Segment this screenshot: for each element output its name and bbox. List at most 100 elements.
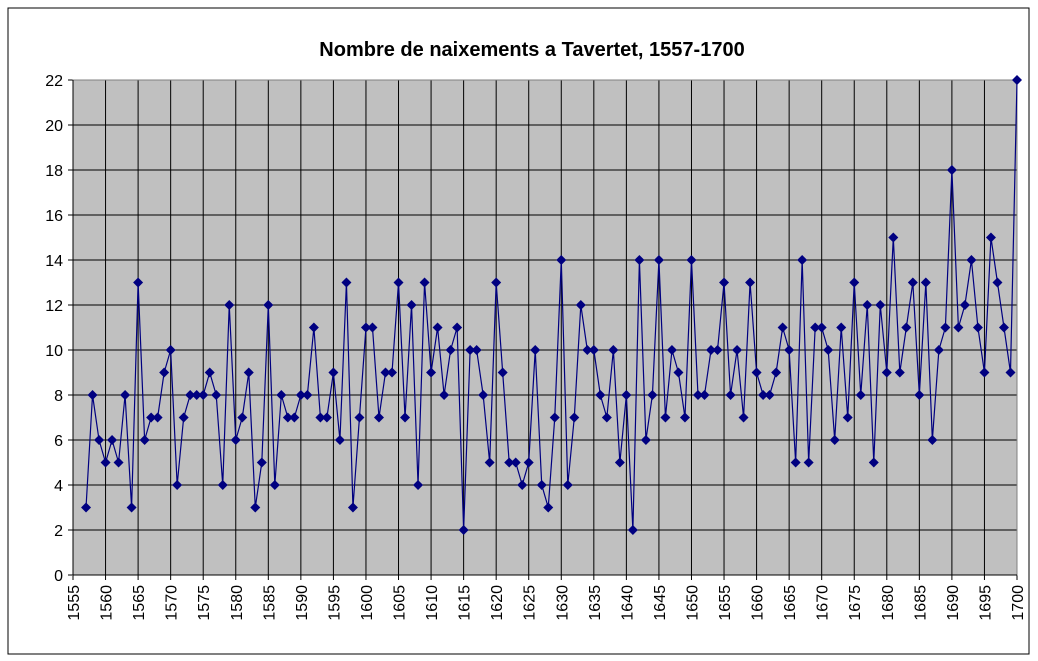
y-tick-label: 0 [54, 568, 63, 585]
point [732, 345, 743, 355]
point [152, 412, 163, 423]
point [666, 345, 677, 355]
point [321, 412, 332, 423]
point [217, 480, 228, 490]
y-tick-label: 14 [45, 253, 63, 270]
x-tick-label: 1595 [326, 585, 343, 621]
point [282, 412, 293, 423]
point [139, 435, 150, 445]
point [393, 277, 404, 288]
point [738, 412, 749, 423]
x-tick-label: 1590 [294, 585, 311, 621]
point [621, 390, 632, 400]
point [107, 435, 118, 445]
point [595, 390, 606, 400]
point [523, 457, 534, 468]
x-tick-label: 1565 [131, 585, 148, 621]
point [126, 502, 137, 513]
point [660, 412, 671, 423]
point [308, 322, 319, 333]
point [972, 322, 983, 333]
point [920, 277, 931, 288]
y-tick-label: 18 [45, 163, 63, 180]
point [745, 277, 756, 288]
y-tick-label: 20 [45, 118, 63, 135]
x-tick-label: 1570 [164, 585, 181, 621]
point [406, 300, 417, 310]
x-tick-label: 1600 [359, 585, 376, 621]
point [120, 390, 131, 400]
point [751, 367, 762, 378]
point [914, 390, 925, 400]
x-tick-label: 1580 [229, 585, 246, 621]
plot-area [73, 80, 1017, 575]
point [855, 390, 866, 400]
point [543, 502, 554, 513]
point [94, 435, 105, 445]
point [413, 480, 424, 490]
point [432, 322, 443, 333]
point [790, 457, 801, 468]
point [758, 390, 769, 400]
point [387, 367, 398, 378]
x-tick-label: 1615 [457, 585, 474, 621]
point [400, 412, 411, 423]
point [719, 277, 730, 288]
point [582, 345, 593, 355]
x-tick-label: 1655 [717, 585, 734, 621]
x-tick-label: 1665 [782, 585, 799, 621]
point [172, 480, 183, 490]
point [966, 255, 977, 265]
x-tick-label: 1690 [945, 585, 962, 621]
point [907, 277, 918, 288]
point [699, 390, 710, 400]
point [706, 345, 717, 355]
point [894, 367, 905, 378]
point [985, 232, 996, 243]
point [842, 412, 853, 423]
point [250, 502, 261, 513]
point [1005, 367, 1016, 378]
point [426, 367, 437, 378]
point [497, 367, 508, 378]
x-tick-label: 1605 [392, 585, 409, 621]
point [380, 367, 391, 378]
point [679, 412, 690, 423]
point [530, 345, 541, 355]
y-tick-label: 10 [45, 343, 63, 360]
point [777, 322, 788, 333]
point [458, 525, 469, 535]
point [263, 300, 274, 310]
point [146, 412, 157, 423]
point [256, 457, 267, 468]
x-tick-label: 1675 [847, 585, 864, 621]
point [185, 390, 196, 400]
point [933, 345, 944, 355]
x-tick-label: 1660 [750, 585, 767, 621]
point [953, 322, 964, 333]
point [334, 435, 345, 445]
chart-title: Nombre de naixements a Tavertet, 1557-17… [319, 39, 744, 61]
point [237, 412, 248, 423]
point [302, 390, 313, 400]
point [927, 435, 938, 445]
point [608, 345, 619, 355]
point [315, 412, 326, 423]
point [341, 277, 352, 288]
point [243, 367, 254, 378]
point [653, 255, 664, 265]
point [803, 457, 814, 468]
point [556, 255, 567, 265]
point [686, 255, 697, 265]
point [419, 277, 430, 288]
point [979, 367, 990, 378]
x-tick-label: 1610 [424, 585, 441, 621]
point [849, 277, 860, 288]
x-tick-label: 1685 [912, 585, 929, 621]
point [614, 457, 625, 468]
point [354, 412, 365, 423]
point [133, 277, 144, 288]
x-tick-label: 1635 [587, 585, 604, 621]
point [829, 435, 840, 445]
point [810, 322, 821, 333]
